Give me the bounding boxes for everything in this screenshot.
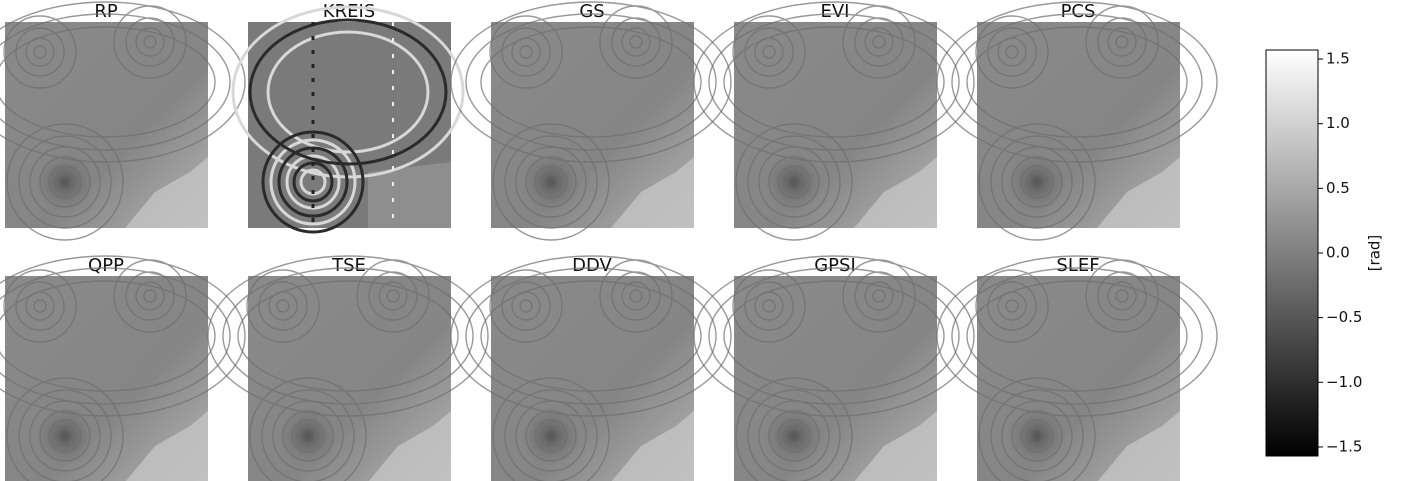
panel-title: QPP — [88, 255, 124, 276]
colorbar — [1265, 49, 1319, 457]
panel-image — [0, 255, 246, 481]
tick-label: −0.5 — [1326, 308, 1362, 326]
panel-title: DDV — [572, 255, 612, 276]
panel-title: RP — [94, 1, 118, 22]
panel-title: GS — [579, 1, 604, 22]
tick-label: −1.0 — [1326, 373, 1362, 391]
tick-label: −1.5 — [1326, 437, 1362, 455]
panel-image — [936, 1, 1218, 241]
panel-title: GPSI — [814, 255, 856, 276]
panel-title: TSE — [331, 255, 366, 276]
panel-image — [231, 5, 465, 234]
panel-image — [450, 255, 732, 481]
tick-label: 1.0 — [1326, 114, 1350, 132]
panel-image — [450, 1, 732, 241]
colorbar-label: [rad] — [1366, 235, 1384, 272]
panel-image — [207, 255, 489, 481]
tick-label: 0.5 — [1326, 179, 1350, 197]
tick-label: 1.5 — [1326, 50, 1350, 68]
panel-image — [936, 255, 1218, 481]
panel-image — [693, 255, 975, 481]
panel-image — [0, 1, 246, 241]
panel-image — [693, 1, 975, 241]
tick-label: 0.0 — [1326, 244, 1350, 262]
panel-title: SLEF — [1056, 255, 1099, 276]
panel-title: PCS — [1061, 1, 1096, 22]
panel-title: EVI — [821, 1, 850, 22]
